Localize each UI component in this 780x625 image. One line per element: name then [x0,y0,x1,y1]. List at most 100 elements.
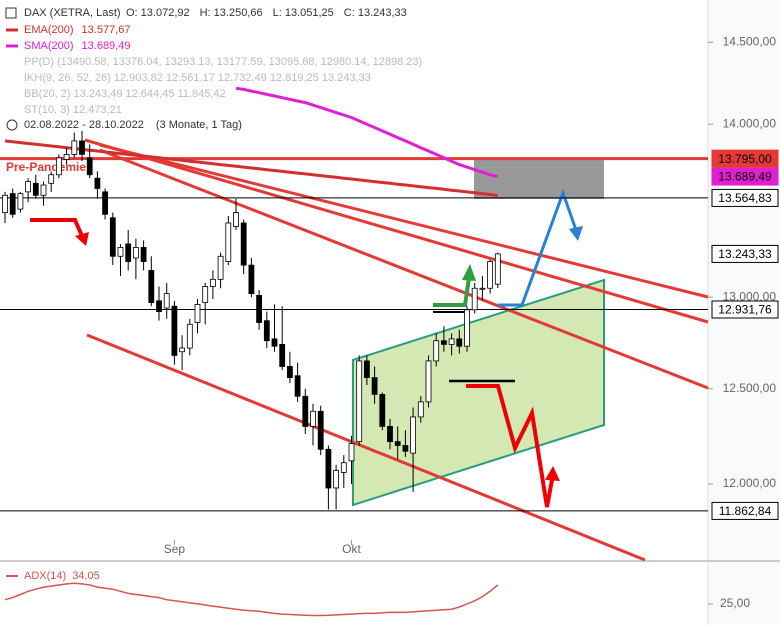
level-label: 13.564,83 [718,191,772,205]
candle-body [25,181,32,193]
legend-name: EMA(200) [24,24,74,36]
indicator-legend: ST(10, 3) 12.473,21 [24,104,122,116]
candle-body [40,184,47,196]
arrow [433,277,471,307]
candle-body [256,295,263,323]
candle-body [186,323,193,349]
candle-body [109,217,116,257]
candle-body [71,140,78,155]
level-label-box [711,188,779,207]
candle-body [263,320,270,342]
candle-body [2,194,8,213]
arrow-head [75,232,89,246]
period: (3 Monate, 1 Tag) [156,119,242,131]
y-tick-label: 12.000,00 [723,476,777,490]
level-label: 12.931,76 [718,303,772,317]
level-label-box [711,167,779,186]
level-label-box [711,501,779,520]
ohlc-value: L: 13.051,25 [273,7,334,19]
ma-line [4,139,499,198]
legend-value: 34,05 [72,570,100,582]
candle-body [171,305,178,356]
candle-body [86,157,93,176]
candle-body [240,222,247,266]
trend-line [86,333,646,562]
candle-body [156,300,162,313]
candle-body [325,448,332,489]
candle-body [371,377,378,395]
candle-body [410,416,417,454]
indicator-legend: BB(20, 2) 13.243,49 12.644,45 11.845,42 [24,88,226,100]
candle-body [148,270,155,304]
x-tick-label: Sep [164,542,186,556]
candle-body [379,393,386,427]
trend-line [84,138,709,324]
arrow-head [569,226,583,241]
legend-swatch [5,7,17,19]
ma-line [235,86,499,179]
candle-body [63,154,70,160]
candle-body [225,222,232,262]
candle-body [394,441,401,446]
candle-body [233,212,239,227]
level-label: 11.862,84 [719,504,772,518]
candle-body [140,247,147,262]
date-range: 02.08.2022 - 28.10.2022 [24,119,144,131]
candle-body [363,360,370,378]
candle-body [387,426,393,443]
candle-body [356,360,363,443]
candle-body [271,338,278,347]
candle-body [102,191,108,215]
candle-body [132,247,139,259]
candle-body [448,338,455,345]
legend-name: ADX(14) [24,570,66,582]
legend-value: 13.689,49 [82,40,131,52]
candle-body [202,286,209,304]
arrow [498,188,578,307]
resistance-box [474,158,604,199]
trend-line [99,143,709,299]
y-tick-label: 25,00 [720,596,750,610]
candle-body [440,340,447,345]
candle-body [425,360,432,403]
candle-body [333,470,340,489]
candle-body [286,366,293,378]
ohlc-value: C: 13.243,33 [344,7,407,19]
candle-body [32,182,39,196]
trend-channel [352,278,605,507]
annotation: Pre-Pandemie [6,160,86,174]
trend-line [99,148,709,390]
candle-body [117,247,124,257]
clock-icon [6,119,18,131]
y-tick-label: 14.000,00 [723,116,777,130]
candle-body [494,253,501,285]
candle-body [487,261,494,289]
candle-body [279,343,286,367]
indicator-legend: IKH(9, 26, 52, 26) 12.903,82 12.561,17 1… [24,72,371,84]
x-tick-label: Okt [342,542,361,556]
candle-body [417,401,424,418]
candle-body [248,264,255,295]
drawings [30,138,709,562]
level-label: 13.689,49 [718,170,772,184]
candle-body [125,243,132,262]
candle-body [294,375,301,397]
arrow-head [462,264,476,281]
candle-body [317,410,324,450]
legend-name: SMA(200) [24,40,74,52]
ohlc-value: H: 13.250,66 [200,7,263,19]
candle-body [217,255,224,280]
y-tick-label: 12.500,00 [723,381,777,395]
legend-value: 13.577,67 [82,24,131,36]
candle-body [302,395,309,427]
candle-body [79,140,85,155]
level-label-box [711,244,779,263]
candle-body [479,287,486,290]
arrow-head [545,466,560,481]
candle-body [163,293,170,309]
candle-body [402,445,409,452]
indicator-legend: PP(D) (13490.58, 13376.04, 13293.13, 131… [24,56,422,68]
candle-body [456,338,463,347]
candle-body [94,177,101,189]
